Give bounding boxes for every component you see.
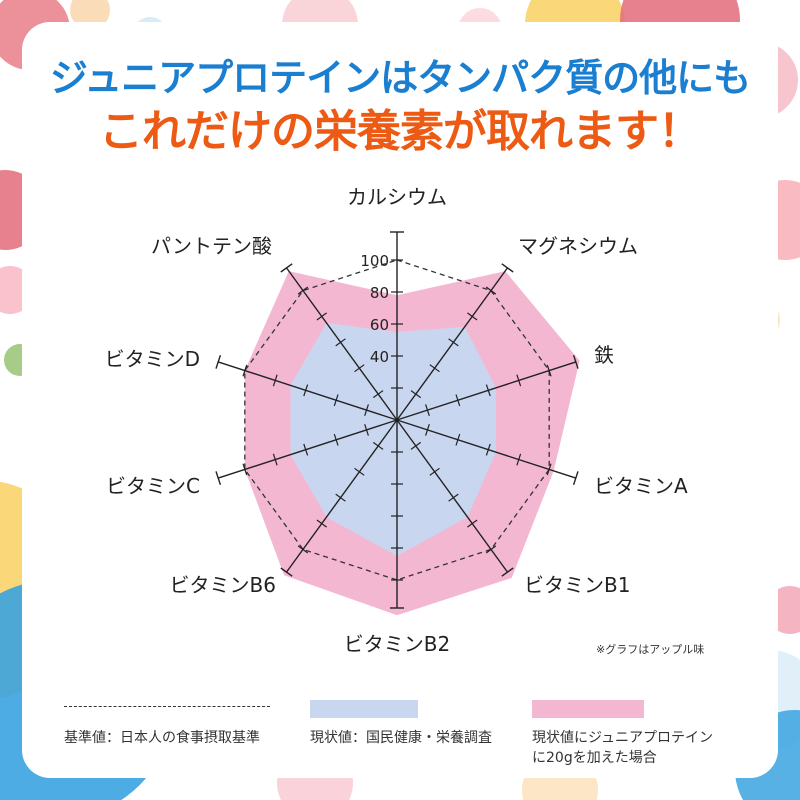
series-standard-line [244,259,550,581]
axis-end-cap [280,567,293,577]
axis-label: ビタミンB1 [524,573,630,597]
axis-tick [425,424,430,436]
axis-tick [448,338,459,347]
axis-tick [425,404,430,416]
axis-tick [316,312,327,321]
axis-line [285,267,398,421]
axis-tick [516,374,522,387]
axis-tick [364,404,369,416]
axis-tick [242,364,248,377]
axis-tick [448,493,459,502]
axis-tick [316,519,327,528]
axis-tick [429,364,440,373]
axis-end-cap [572,354,579,369]
axis-label: ビタミンA [594,474,688,498]
axis-end-cap [501,263,514,273]
axis-line [396,267,509,421]
axis-line [217,361,398,421]
axis-tick [297,545,309,554]
axis-label: マグネシウム [518,234,638,258]
axis-tick [410,441,422,450]
axis-tick [467,519,478,528]
legend-label-with-protein-line-1: 現状値にジュニアプロテイン [532,730,714,746]
axis-tick [335,338,346,347]
radial-tick-label: 100 [360,252,389,270]
radial-tick-label: 40 [370,348,389,366]
axis-end-cap [572,471,579,486]
legend-label-current: 現状値：国民健康・栄養調査 [310,730,492,746]
axis-line [285,419,398,573]
axis-tick [485,545,497,554]
axis-label: パントテン酸 [151,234,272,258]
axis-tick [467,312,478,321]
axis-label: 鉄 [594,343,614,367]
headline-line-2: これだけの栄養素が取れます！ [99,106,702,157]
axis-tick [335,493,346,502]
axis-tick [516,453,522,466]
axis-line [396,361,577,421]
axis-line [396,419,577,479]
legend-swatch-with-protein [532,700,644,718]
legend-label-with-protein: 現状値にジュニアプロテイン に20gを加えた場合 [532,728,713,768]
axis-line [217,419,398,479]
axis-tick [372,441,384,450]
axis-tick [297,286,309,295]
axis-end-cap [215,354,222,369]
axis-end-cap [501,567,514,577]
axis-tick [272,453,278,466]
axis-tick [272,374,278,387]
axis-tick [364,424,369,436]
legend-swatch-standard [64,706,270,707]
axis-tick [485,384,491,397]
axis-tick [485,443,491,456]
axis-end-cap [280,263,293,273]
axis-tick [303,384,309,397]
series-current-area [290,322,496,556]
axis-tick [372,390,384,399]
axis-end-cap [215,471,222,486]
axis-label: ビタミンB6 [170,573,276,597]
axis-tick [546,463,552,476]
legend-label-standard: 基準値：日本人の食事摂取基準 [64,730,260,746]
axis-label: ビタミンD [105,347,200,371]
headline-line-1: ジュニアプロテインはタンパク質の他にも [49,56,751,100]
axis-line [396,419,509,573]
axis-tick [455,433,461,446]
axis-label: カルシウム [347,185,447,209]
axis-tick [546,364,552,377]
chart-note: ※グラフはアップル味 [596,643,705,656]
legend-swatch-current [310,700,418,718]
axis-tick [455,394,461,407]
radial-tick-label: 60 [370,316,389,334]
axis-tick [410,390,422,399]
axis-tick [333,433,339,446]
axis-tick [429,467,440,476]
axis-tick [485,286,497,295]
axis-tick [242,463,248,476]
axis-tick [354,364,365,373]
legend-label-with-protein-line-2: に20gを加えた場合 [532,750,657,766]
axis-label: ビタミンB2 [344,632,450,656]
radial-tick-label: 80 [370,284,389,302]
axis-label: ビタミンC [106,474,200,498]
axis-tick [354,467,365,476]
axis-tick [333,394,339,407]
axis-tick [303,443,309,456]
